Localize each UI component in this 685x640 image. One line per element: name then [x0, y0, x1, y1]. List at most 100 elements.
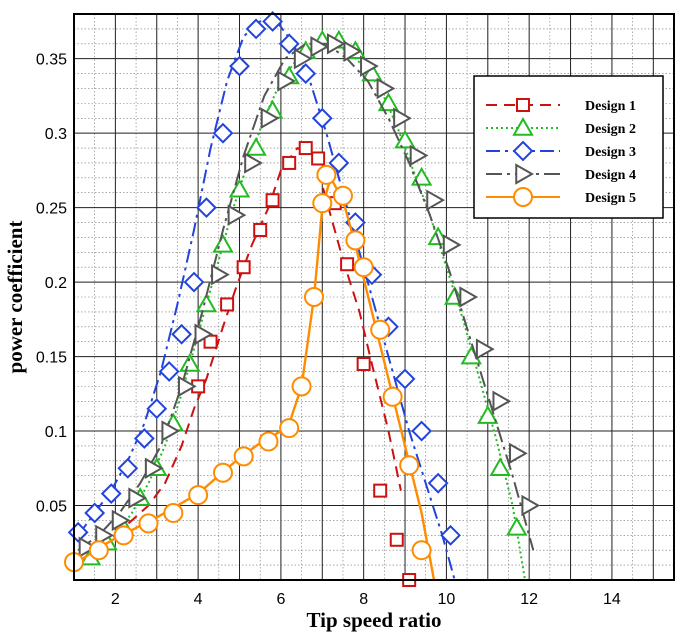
data-point-design-1 [265, 193, 280, 208]
data-point-design-4 [95, 524, 114, 547]
x-tick-label: 2 [111, 591, 120, 608]
data-point-design-4 [492, 390, 512, 412]
data-point-design-5 [163, 502, 184, 523]
data-point-design-5 [304, 287, 324, 307]
data-point-design-2 [228, 178, 251, 198]
legend-label: Design 2 [585, 122, 636, 137]
y-tick-label: 0.35 [36, 52, 67, 69]
y-tick-label: 0.1 [45, 424, 67, 441]
legend-box [473, 75, 664, 219]
data-point-design-5 [370, 319, 391, 340]
data-point-design-3 [278, 33, 300, 55]
data-point-design-4 [459, 286, 479, 308]
data-point-design-1 [356, 357, 371, 372]
data-point-design-1 [253, 222, 268, 237]
legend-item-design-5: Design 5 [486, 187, 636, 207]
data-point-design-5 [233, 446, 254, 467]
data-point-design-1 [220, 297, 235, 312]
data-point-design-5 [316, 164, 337, 185]
legend-marker [513, 187, 533, 207]
data-point-design-4 [393, 107, 412, 129]
data-point-design-4 [277, 70, 297, 92]
data-point-design-4 [360, 55, 379, 77]
data-point-design-5 [113, 525, 134, 546]
data-point-design-1 [373, 483, 388, 498]
data-point-design-3 [295, 63, 317, 84]
y-tick-label: 0.2 [45, 275, 67, 292]
data-point-design-3 [245, 18, 267, 40]
data-point-design-4 [293, 47, 313, 70]
data-point-design-3 [117, 457, 139, 479]
y-tick-label: 0.05 [36, 499, 67, 516]
data-point-design-5 [258, 431, 279, 452]
y-tick-label: 0.3 [45, 126, 67, 143]
legend-label: Design 5 [585, 191, 636, 206]
y-tick-label: 0.15 [36, 350, 67, 367]
series-design-4 [77, 33, 541, 558]
x-tick-label: 6 [276, 591, 285, 608]
data-point-design-3 [171, 323, 193, 345]
data-point-design-3 [146, 398, 168, 420]
legend-marker [512, 140, 534, 162]
data-point-design-2 [506, 516, 528, 536]
data-point-design-3 [229, 55, 250, 77]
data-point-design-4 [475, 338, 495, 360]
data-point-design-2 [179, 353, 201, 372]
legend-marker [516, 98, 530, 112]
data-point-design-4 [144, 457, 164, 480]
data-point-design-4 [521, 494, 541, 517]
data-point-design-2 [477, 405, 499, 424]
legend-item-design-1: Design 1 [486, 98, 636, 114]
data-point-design-3 [328, 152, 350, 174]
data-point-design-4 [509, 442, 528, 465]
plot-frame [73, 13, 675, 581]
series-line-design-4 [77, 42, 535, 552]
data-point-design-3 [411, 420, 433, 442]
x-axis-title: Tip speed ratio [307, 608, 442, 632]
data-point-design-5 [291, 376, 312, 397]
data-point-design-4 [128, 487, 148, 509]
data-point-design-4 [409, 144, 429, 167]
legend-item-design-3: Design 3 [486, 140, 636, 162]
data-point-design-3 [262, 11, 284, 32]
x-tick-label: 14 [603, 591, 621, 608]
x-tick-label: 8 [359, 591, 368, 608]
x-tick-label: 4 [194, 591, 203, 608]
data-point-design-2 [377, 92, 400, 112]
series-design-5 [64, 164, 436, 581]
data-point-design-1 [282, 155, 297, 170]
data-point-design-4 [442, 234, 462, 256]
data-point-design-4 [211, 263, 230, 286]
legend-item-design-4: Design 4 [486, 163, 636, 185]
data-point-design-3 [212, 122, 234, 144]
y-axis-title: power coefficient [3, 221, 27, 374]
legend-item-design-2: Design 2 [486, 116, 636, 137]
x-tick-label: 12 [520, 591, 538, 608]
data-point-design-5 [188, 485, 209, 506]
data-point-design-5 [345, 230, 366, 251]
legend-label: Design 4 [585, 168, 636, 183]
data-point-design-3 [311, 107, 333, 129]
data-point-design-5 [382, 386, 403, 407]
data-point-design-2 [245, 137, 267, 156]
data-point-design-5 [353, 257, 374, 278]
legend-label: Design 1 [585, 99, 636, 114]
data-point-design-5 [279, 418, 300, 439]
series-design-3 [67, 11, 461, 581]
data-point-design-4 [111, 509, 131, 532]
data-point-design-3 [427, 472, 449, 494]
data-point-design-4 [426, 189, 446, 211]
data-point-design-4 [194, 323, 214, 345]
data-point-design-4 [376, 77, 396, 100]
data-point-design-1 [311, 151, 326, 166]
data-point-design-5 [212, 462, 233, 483]
data-point-design-1 [236, 260, 251, 275]
data-point-design-3 [440, 524, 461, 546]
data-point-design-1 [340, 257, 355, 272]
legend-label: Design 3 [585, 145, 636, 160]
data-point-design-5 [399, 455, 420, 476]
legend-marker [515, 163, 535, 185]
x-tick-label: 10 [438, 591, 456, 608]
